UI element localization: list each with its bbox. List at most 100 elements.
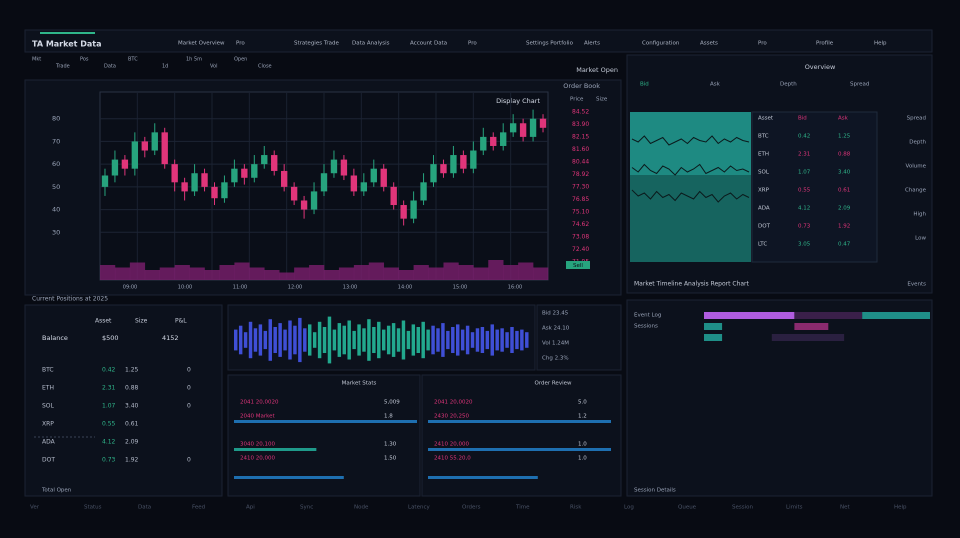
stats-row: Chg 2.3% xyxy=(542,356,569,362)
footer-item: Data xyxy=(138,505,151,511)
overview-cell: 0.73 xyxy=(798,224,811,230)
panel-cell: 1.0 xyxy=(578,456,587,462)
panel-cell: 1.8 xyxy=(384,414,393,420)
wave-bar xyxy=(406,330,411,350)
wave-bar xyxy=(352,330,356,350)
wave-bar xyxy=(234,329,238,351)
volume-bar xyxy=(353,265,370,280)
panel-cell: 5,009 xyxy=(384,400,400,406)
nav-item: Market Overview xyxy=(178,41,225,47)
stats-row: Ask 24.10 xyxy=(542,326,570,332)
positions-cell: 3.40 xyxy=(125,403,139,410)
volume-bar xyxy=(279,272,295,280)
wave-bar xyxy=(396,328,401,352)
status: Market Open xyxy=(576,66,618,74)
orderbook-row: 77.30 xyxy=(572,184,589,191)
panel-cell: 2040 Market xyxy=(240,414,275,420)
panel-cell: 2430 20,250 xyxy=(434,414,469,420)
y-tick-label: 80 xyxy=(52,115,60,123)
footer-item: Feed xyxy=(192,505,205,511)
wave-bar xyxy=(238,325,243,355)
candle-body xyxy=(340,159,348,176)
footer-item: Latency xyxy=(408,505,430,511)
wave-bar xyxy=(248,321,253,359)
candle-body xyxy=(241,168,248,178)
overview-cell: LTC xyxy=(758,242,767,248)
depth-line xyxy=(631,163,750,176)
candle-body xyxy=(121,159,129,169)
candle-body xyxy=(131,141,139,169)
wave-bar xyxy=(456,324,460,356)
x-tick-label: 14:00 xyxy=(398,285,412,291)
positions-cell: ETH xyxy=(42,385,54,392)
depth-line xyxy=(631,189,750,203)
candle-body xyxy=(101,175,109,187)
orderbook-row: 75.10 xyxy=(572,209,589,216)
volume-bar xyxy=(174,265,190,280)
overview-cell: 0.47 xyxy=(838,242,851,248)
timeline-bar xyxy=(862,312,930,319)
volume-bar xyxy=(488,260,504,280)
lane-label: Sessions xyxy=(634,324,658,330)
positions-title: Current Positions at 2025 xyxy=(32,296,108,303)
positions-cell: 0.61 xyxy=(125,421,139,428)
overview-side: Low xyxy=(915,236,926,242)
volume-bar xyxy=(294,267,310,280)
candle-body xyxy=(141,141,148,151)
nav-item: Help xyxy=(874,41,887,47)
wave-bar xyxy=(273,327,277,353)
overview-tab: Spread xyxy=(850,82,869,88)
wave-bar xyxy=(485,330,490,350)
candle-body xyxy=(350,175,358,192)
y-tick-label: 60 xyxy=(52,160,60,168)
panel-cell: 2041 20,0020 xyxy=(434,400,473,406)
lane-label: Event Log xyxy=(634,313,661,319)
orderbook-row: 76.85 xyxy=(572,196,589,203)
positions-head: Size xyxy=(135,318,148,325)
positions-cell: BTC xyxy=(42,367,54,374)
timeline-bar xyxy=(794,312,863,319)
y-tick-label: 70 xyxy=(52,137,60,145)
timeline-footer: Session Details xyxy=(634,488,676,494)
subheader-item: Data xyxy=(104,64,116,70)
nav-item: Assets xyxy=(700,41,718,47)
wave-bar xyxy=(288,320,292,360)
candle-body xyxy=(529,118,537,137)
x-tick-label: 16:00 xyxy=(508,285,522,291)
positions-cell: 2.31 xyxy=(102,385,116,392)
wave-bar xyxy=(460,329,465,351)
timeline-bar xyxy=(771,334,845,341)
footer-item: Orders xyxy=(462,505,481,511)
wave-bar xyxy=(337,323,342,357)
progress-bar xyxy=(428,476,538,479)
volume-bar xyxy=(428,267,444,280)
timeline-bar xyxy=(704,334,723,341)
depth-area-bottom xyxy=(630,175,751,262)
depth-line xyxy=(631,135,750,146)
wave-bar xyxy=(258,324,263,356)
wave-bar xyxy=(510,327,514,353)
volume-bar xyxy=(159,267,175,280)
wave-bar xyxy=(441,323,445,357)
panel-cell: 1.2 xyxy=(578,414,587,420)
positions-head: P&L xyxy=(175,318,187,325)
overview-cell: 1.07 xyxy=(798,170,811,176)
candle-body xyxy=(201,173,208,187)
candle-body xyxy=(320,173,328,192)
overview-cell: 1.25 xyxy=(838,134,851,140)
wave-bar xyxy=(372,327,376,353)
volume-bar xyxy=(503,265,519,280)
wave-bar xyxy=(367,319,371,361)
orderbook-row: 80.44 xyxy=(572,159,589,166)
footer-item: Risk xyxy=(570,505,582,511)
wave-bar xyxy=(382,329,386,351)
candle-body xyxy=(221,182,228,199)
footer-item: Ver xyxy=(30,505,40,511)
y-tick-label: 40 xyxy=(52,206,60,214)
footer-item: Net xyxy=(840,505,850,511)
subheader-item: BTC xyxy=(128,57,138,63)
stats-row: Bid 23.45 xyxy=(542,311,569,317)
overview-cell: 2.31 xyxy=(798,152,810,158)
subheader-item: Trade xyxy=(55,64,70,70)
